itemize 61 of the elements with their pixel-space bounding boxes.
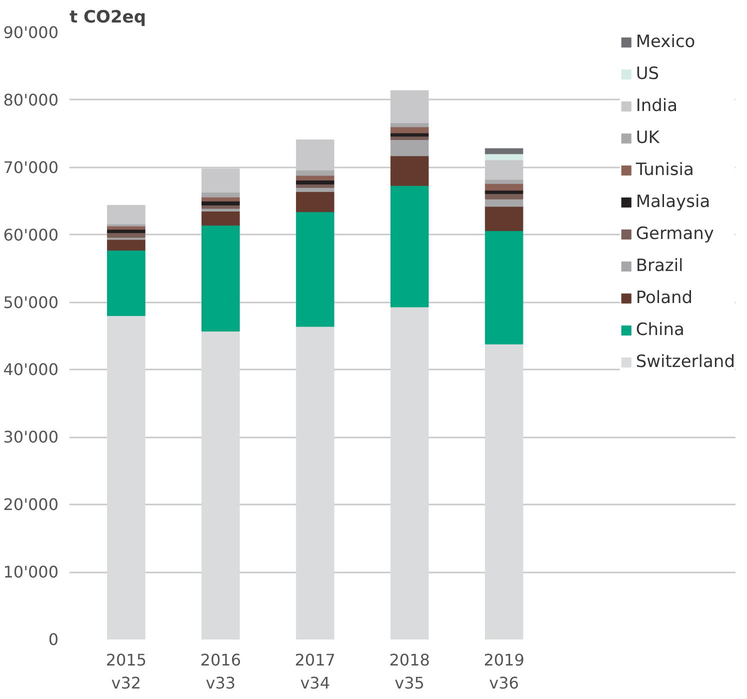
chart-title: t CO2eq	[70, 8, 146, 28]
bar	[390, 139, 429, 156]
bar	[484, 183, 524, 191]
y-tick-label: 30'000	[3, 428, 58, 447]
bar	[484, 193, 524, 200]
bar	[296, 212, 334, 327]
legend-label: Poland	[636, 288, 693, 308]
bar	[107, 232, 146, 238]
bar	[296, 326, 334, 640]
legend-label: Switzerland	[636, 352, 735, 372]
bar	[390, 306, 429, 640]
y-tick-label: 20'000	[3, 495, 58, 514]
bar	[484, 206, 524, 232]
bar	[484, 154, 524, 160]
bar	[202, 331, 240, 640]
bar	[484, 344, 524, 640]
bar	[484, 148, 524, 154]
bar	[296, 170, 334, 176]
legend-label: India	[636, 96, 678, 116]
bar	[390, 185, 429, 308]
x-tick-label: 2018 v35	[389, 650, 430, 692]
bar	[107, 204, 146, 224]
legend-label: US	[636, 64, 660, 84]
bar	[202, 225, 240, 332]
legend-label: Mexico	[636, 32, 696, 52]
y-tick-label: 40'000	[3, 360, 58, 380]
x-tick-label: 2017 v34	[294, 650, 336, 692]
bar	[484, 198, 524, 207]
bar	[107, 250, 146, 316]
y-tick-label: 0	[48, 630, 59, 649]
bar	[202, 210, 240, 226]
legend-label: UK	[636, 128, 660, 148]
y-tick-label: 50'000	[3, 292, 58, 312]
bar	[296, 191, 334, 212]
bar	[390, 126, 429, 134]
legend-label: China	[636, 320, 684, 340]
bar	[484, 160, 524, 180]
y-tick-label: 60'000	[3, 225, 58, 244]
legend-label: Germany	[636, 224, 714, 244]
y-tick-label: 90'000	[3, 23, 58, 42]
bar	[202, 168, 240, 193]
y-tick-label: 10'000	[3, 562, 58, 582]
x-tick-label: 2019 v36	[484, 650, 524, 692]
bar	[202, 192, 240, 198]
y-tick-label: 70'000	[3, 158, 58, 177]
bar	[484, 190, 524, 194]
legend-label: Brazil	[636, 256, 684, 276]
bar	[484, 230, 524, 344]
bar	[390, 136, 429, 140]
bar	[202, 204, 240, 209]
legend-label: Malaysia	[636, 192, 710, 212]
bar	[390, 156, 429, 186]
bar	[296, 184, 334, 188]
bar	[107, 316, 146, 640]
legend-label: Tunisia	[636, 160, 694, 180]
bar	[107, 226, 146, 230]
x-tick-label: 2016 v33	[200, 650, 242, 692]
y-tick-label: 80'000	[3, 90, 58, 110]
bar	[296, 139, 334, 170]
bar	[107, 239, 146, 251]
x-tick-label: 2015 v32	[106, 650, 147, 692]
